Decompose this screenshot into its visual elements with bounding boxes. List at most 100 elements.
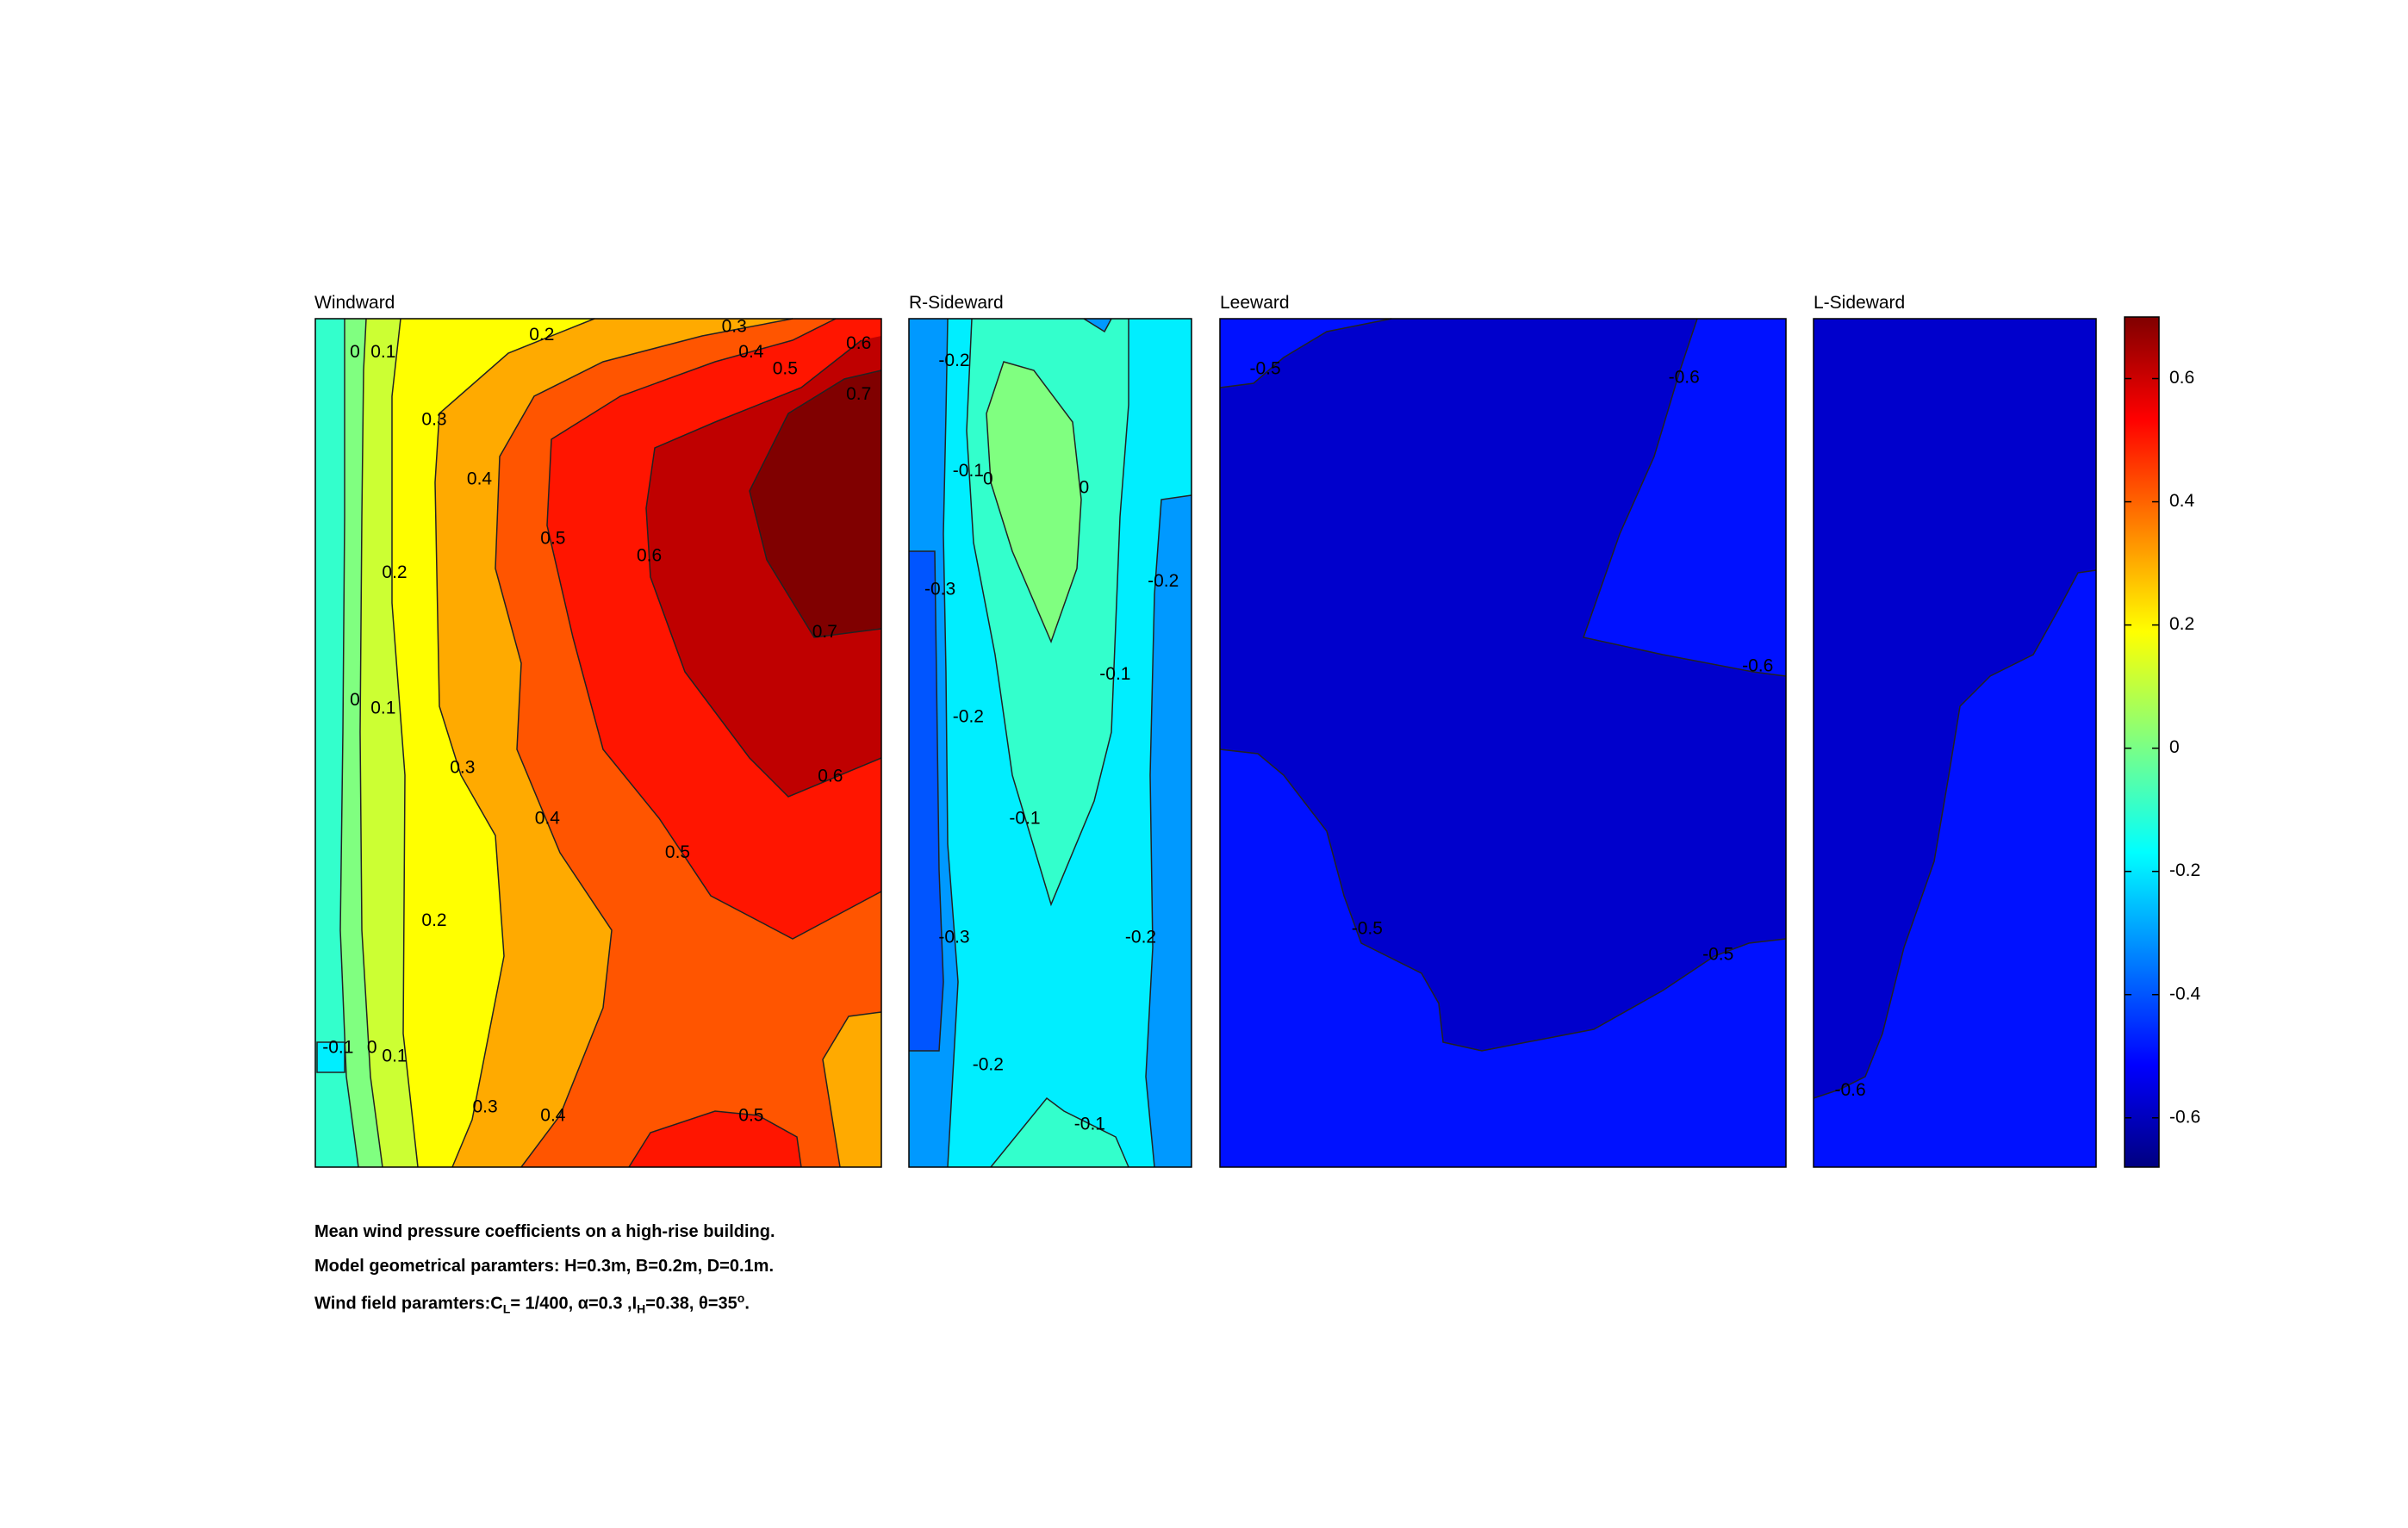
l-sideward-fill-blue-dark: [1814, 319, 2096, 1098]
contour-label: -0.1: [322, 1038, 353, 1058]
l-sideward-panel: L-Sideward -0.6: [1813, 293, 2097, 1168]
r-sideward-labels: -0.2-0.10 0-0.3 -0.2-0.1-0.2-0.1-0.3 -0.2-0…: [924, 351, 1179, 1134]
l-sideward-labels: -0.6: [1835, 1080, 1866, 1100]
contour-label: -0.1: [953, 461, 984, 481]
windward-contour-fills: [315, 319, 881, 1167]
colorbar-tick-label: 0.4: [2169, 491, 2195, 511]
colorbar-tick-label: 0: [2169, 737, 2180, 757]
contour-label: -0.3: [938, 928, 969, 947]
windward-fill-dark-red: [750, 370, 881, 637]
contour-label: 0.1: [370, 342, 395, 362]
colorbar-tick-label: 0.6: [2169, 368, 2194, 388]
contour-label: -0.3: [924, 580, 955, 599]
r-sideward-fill-azure-top: [1084, 319, 1111, 332]
r-sideward-contour-lines: [909, 318, 1192, 1168]
r-sideward-fill-aquamarine-bottom: [991, 1098, 1129, 1167]
contour-label: 0: [350, 342, 360, 362]
r-sideward-frame: [908, 318, 1192, 1168]
contour-label: 0.3: [472, 1097, 497, 1117]
l-sideward-contour-fills: [1814, 319, 2096, 1167]
leeward-contour-lines: [1219, 318, 1787, 1052]
contour-label: 0.5: [540, 529, 565, 549]
contour-label: -0.1: [1074, 1114, 1105, 1134]
contour-label: 0.2: [529, 325, 554, 345]
r-sideward-panel: R-Sideward -0.2-0.10 0-0.3 -0.2-0.1-0.2-0.…: [908, 293, 1192, 1168]
contour-label: 0: [367, 1038, 377, 1058]
contour-label: 0: [350, 690, 360, 710]
contour-label: 0.6: [818, 766, 843, 786]
windward-fill-cyan-small: [316, 1041, 345, 1073]
contour-label: -0.5: [1352, 919, 1383, 939]
contour-label: -0.6: [1669, 367, 1700, 387]
contour-label: 0.6: [637, 545, 662, 565]
contour-label: -0.2: [973, 1054, 1004, 1074]
leeward-fill-blue-dark: [1220, 319, 1786, 1051]
r-sideward-fill-azure-right: [1146, 495, 1192, 1167]
windward-frame: [314, 318, 882, 1168]
contour-label: 0.7: [812, 622, 837, 642]
contour-label: -0.2: [938, 351, 969, 370]
contour-label: 0.5: [665, 842, 690, 862]
leeward-frame: [1219, 318, 1787, 1168]
caption-cl-subscript: L: [502, 1301, 511, 1316]
contour-label: 0.2: [421, 910, 446, 930]
contour-label: -0.1: [1009, 809, 1040, 829]
contour-label: -0.2: [1125, 928, 1156, 947]
colorbar-tick-label: -0.6: [2169, 1107, 2200, 1127]
contour-label: 0.4: [738, 342, 764, 362]
leeward-title: Leeward: [1220, 293, 1290, 313]
leeward-labels: -0.5 -0.6 -0.6 -0.5 -0.5: [1250, 359, 1774, 965]
contour-label: 0: [1080, 478, 1090, 498]
contour-label: 0.7: [846, 384, 871, 404]
contour-label: -0.5: [1702, 944, 1733, 964]
contour-label: 0.1: [370, 699, 395, 718]
colorbar-tick-label: -0.2: [2169, 860, 2200, 880]
windward-panel: Windward 0 0.10.2 0.30.40.: [314, 293, 882, 1168]
colorbar-gradient: [2124, 316, 2160, 1168]
contour-label: 0.6: [846, 333, 871, 353]
caption-degree-superscript: o: [737, 1291, 745, 1305]
contour-label: 0: [983, 469, 993, 489]
caption-line-1: Mean wind pressure coefficients on a hig…: [314, 1222, 775, 1241]
caption-line-3-mid: = 1/400, α=0.3 ,I: [510, 1294, 638, 1314]
contour-label: 0.4: [535, 809, 561, 829]
contour-label: 0.4: [467, 469, 493, 489]
caption-line-3: Wind field paramters:CL= 1/400, α=0.3 ,I…: [314, 1291, 750, 1316]
contour-label: 0.3: [421, 410, 446, 430]
windward-title: Windward: [314, 293, 395, 313]
caption-ih-subscript: H: [637, 1301, 646, 1316]
contour-label: 0.5: [738, 1105, 763, 1125]
windward-fill-red-bottom: [629, 1111, 801, 1167]
colorbar-ticks: 0.6 0.4 0.2 0 -0.2 -0.4 -0.6: [2125, 368, 2201, 1127]
colorbar-tick-label: -0.4: [2169, 984, 2201, 1003]
r-sideward-title: R-Sideward: [909, 293, 1004, 313]
contour-label: 0.5: [773, 359, 798, 379]
contour-label: 0.1: [382, 1047, 407, 1066]
contour-label: -0.6: [1835, 1080, 1866, 1100]
r-sideward-contour-fills: [909, 319, 1192, 1167]
l-sideward-title: L-Sideward: [1814, 293, 1905, 313]
contour-label: -0.6: [1742, 655, 1773, 675]
contour-label: -0.1: [1099, 664, 1130, 684]
contour-label: 0.3: [722, 316, 747, 336]
leeward-contour-fills: [1220, 319, 1786, 1167]
caption-line-3-end: .: [744, 1294, 750, 1314]
contour-label: -0.2: [1148, 571, 1179, 591]
r-sideward-fill-green: [986, 362, 1081, 642]
colorbar: 0.6 0.4 0.2 0 -0.2 -0.4 -0.6: [2124, 316, 2201, 1168]
l-sideward-contour-lines: [1813, 569, 2097, 1099]
contour-label: 0.3: [450, 758, 475, 778]
contour-label: 0.4: [540, 1105, 566, 1125]
caption-line-3-prefix: Wind field paramters:C: [314, 1294, 503, 1314]
colorbar-tick-label: 0.2: [2169, 614, 2194, 634]
windward-labels: 0 0.1 0.2 0.3 0.4 0.5 0.6 0.7 0.3 0.4 0.5 0.6 0.2 0.7…: [322, 316, 871, 1125]
contour-label: 0.2: [382, 562, 407, 582]
windward-contour-lines: [339, 318, 882, 1168]
l-sideward-frame: [1813, 318, 2097, 1168]
contour-label: -0.2: [953, 707, 984, 727]
caption-line-2: Model geometrical paramters: H=0.3m, B=0…: [314, 1257, 774, 1276]
leeward-panel: Leeward -0.5 -0.6 -0.6 -0.5 -0.5: [1219, 293, 1787, 1168]
contour-label: -0.5: [1250, 359, 1281, 379]
r-sideward-fill-blue-left: [909, 551, 943, 1051]
